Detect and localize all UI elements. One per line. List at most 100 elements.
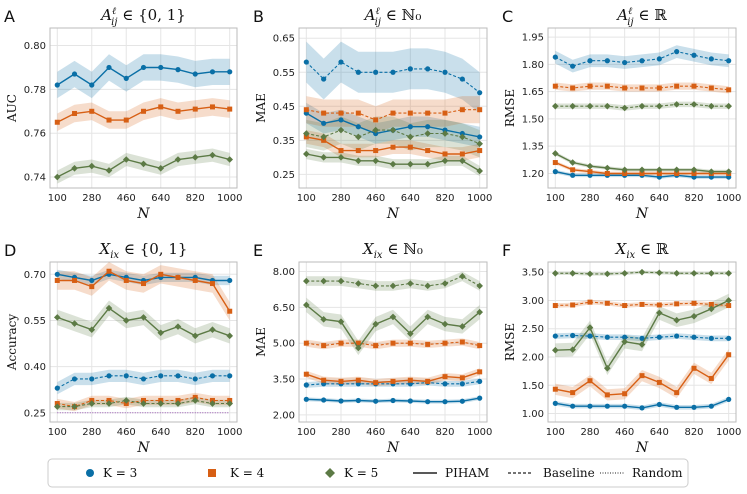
y-tick-label: 0.78 [24, 85, 46, 96]
data-point [303, 340, 309, 346]
legend: K = 3 K = 4 K = 5 PIHAM Baseline Random [47, 458, 689, 488]
data-point [570, 167, 576, 173]
panel-b: 0.25 0.35 0.45 0.55 0.65 100 280 460 640 820 1000 N… [253, 6, 492, 222]
data-point [569, 270, 576, 277]
panel-title: Aℓ ij ∈ {0, 1} [99, 6, 186, 28]
data-point [158, 64, 164, 71]
data-point [321, 120, 327, 126]
y-tick-label: 3.00 [522, 296, 544, 307]
data-point [227, 308, 233, 314]
data-point [407, 160, 414, 168]
title-subscript: ix [626, 250, 635, 261]
data-point [587, 169, 593, 175]
data-point [407, 340, 413, 346]
data-point [621, 270, 628, 277]
data-point [140, 64, 147, 71]
data-point [639, 335, 645, 341]
data-point [192, 376, 198, 382]
x-tick-label: 640 [401, 427, 420, 438]
data-point [656, 334, 662, 340]
x-tick-label: 100 [297, 193, 316, 204]
data-point [656, 302, 662, 308]
data-point [459, 133, 466, 141]
y-tick-label: 1.50 [522, 114, 544, 125]
data-point [320, 316, 327, 323]
data-point [726, 303, 732, 309]
y-tick-label: 1.00 [522, 409, 544, 420]
x-tick-label: 820 [435, 427, 454, 438]
data-point [639, 301, 645, 307]
data-point [174, 323, 182, 330]
data-point [656, 170, 662, 176]
title-subscript: ij [627, 17, 633, 28]
data-point [570, 63, 576, 69]
data-point [424, 160, 431, 168]
data-point [424, 130, 431, 137]
data-point [674, 170, 680, 176]
confidence-band [306, 368, 480, 387]
data-point [407, 280, 414, 287]
data-point [303, 59, 309, 65]
data-point [338, 398, 344, 404]
data-point [407, 110, 413, 116]
x-axis-label: N [386, 206, 400, 222]
data-point [476, 282, 483, 290]
data-point [191, 332, 199, 340]
data-point [708, 56, 714, 62]
data-point [604, 403, 610, 409]
data-point [303, 107, 309, 113]
y-tick-label: 1.95 [522, 33, 544, 44]
panel-label: B [253, 7, 264, 26]
data-point [338, 148, 344, 154]
data-point [321, 76, 327, 82]
data-point [157, 329, 165, 337]
data-point [477, 378, 483, 385]
data-point [303, 382, 309, 388]
data-point [390, 378, 396, 384]
y-tick-label: 2.00 [522, 352, 544, 363]
data-point [587, 83, 593, 89]
data-point [321, 377, 327, 383]
y-tick-label: 0.76 [24, 129, 46, 140]
data-point [552, 83, 558, 89]
x-tick-label: 1000 [217, 193, 242, 204]
data-point [587, 333, 593, 339]
x-tick-label: 100 [48, 193, 67, 204]
data-point [227, 106, 233, 112]
data-point [552, 169, 558, 175]
data-point [175, 274, 181, 280]
data-point [355, 157, 362, 165]
title-domain: ∈ ℝ [634, 6, 668, 24]
data-point [441, 157, 449, 165]
y-tick-label: 8.00 [273, 267, 295, 278]
x-tick-label: 100 [546, 427, 565, 438]
x-tick-label: 280 [331, 193, 350, 204]
title-domain: ∈ ℝ [635, 240, 669, 258]
data-point [587, 403, 593, 409]
data-point [673, 101, 680, 108]
data-point [303, 371, 309, 377]
y-tick-label: 1.50 [522, 381, 544, 392]
data-point [338, 117, 344, 123]
data-point [690, 101, 698, 108]
data-point [586, 324, 594, 331]
legend-random-label: Random [632, 466, 683, 480]
data-point [191, 397, 199, 404]
data-point [442, 374, 448, 380]
title-domain: ∈ {0, 1} [117, 6, 185, 24]
data-point [674, 390, 680, 396]
data-point [441, 130, 449, 137]
data-point [442, 340, 448, 346]
data-point [656, 85, 662, 91]
panel-c: 1.20 1.35 1.50 1.65 1.80 1.95 100 280 460 640 820 1… [502, 6, 741, 222]
data-point [442, 381, 448, 387]
panel-f: 1.00 1.50 2.00 2.50 3.00 3.50 100 280 460 640 820 1… [502, 240, 741, 456]
data-point [227, 373, 233, 379]
title-symbol: A [363, 6, 376, 24]
data-point [570, 302, 576, 308]
y-tick-label: 0.25 [273, 170, 295, 181]
data-point [639, 405, 645, 411]
data-point [355, 280, 362, 287]
title-symbol: A [99, 6, 112, 24]
data-point [54, 82, 60, 88]
